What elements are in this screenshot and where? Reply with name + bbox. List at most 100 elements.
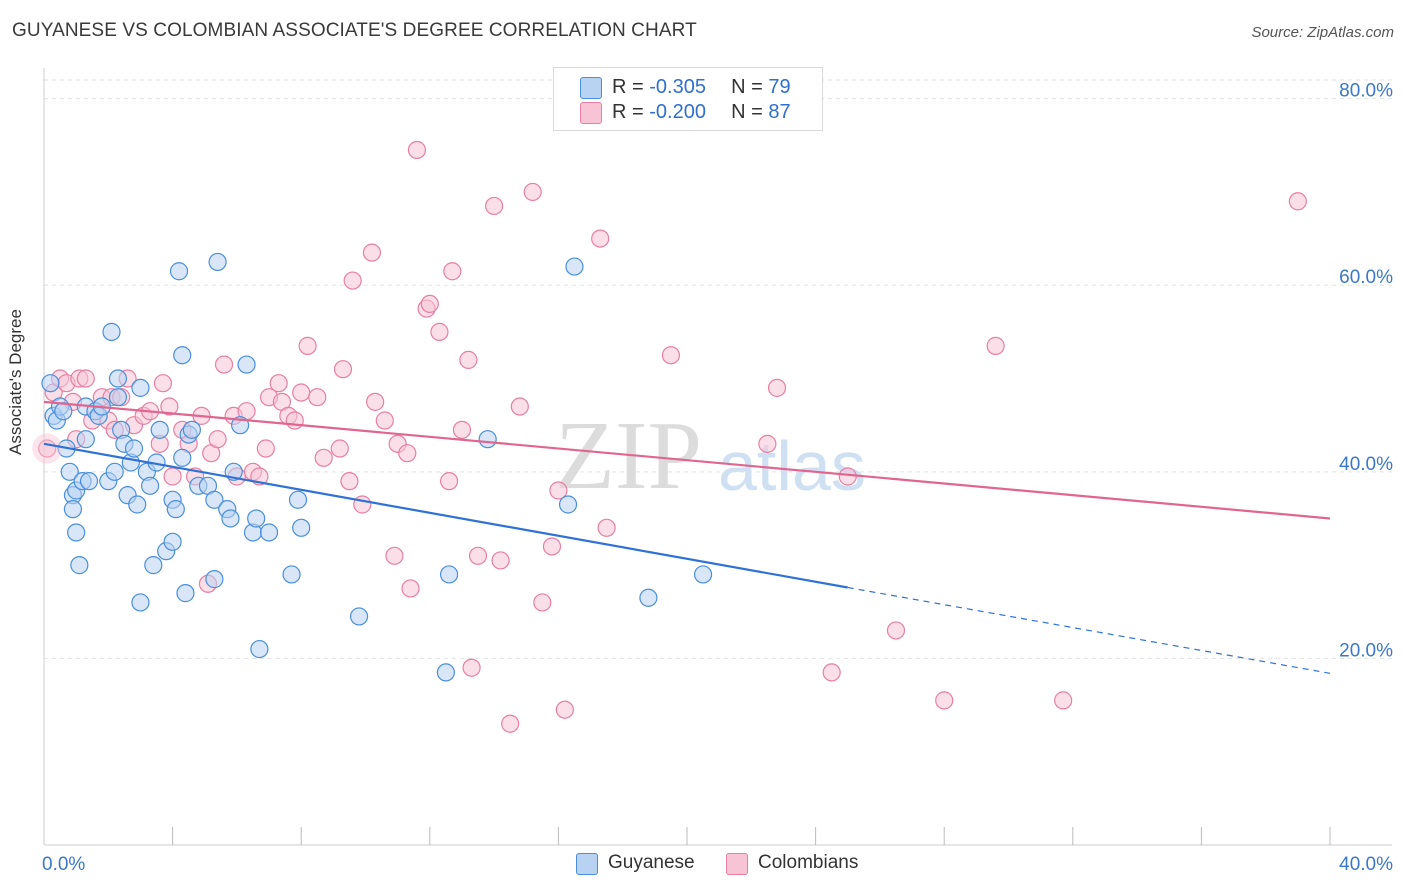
colombians-point (163, 467, 182, 486)
colombians-point (459, 350, 478, 369)
guyanese-point (166, 500, 185, 519)
n-value: 87 (768, 101, 791, 123)
guyanese-point (128, 495, 147, 514)
colombians-swatch (580, 102, 602, 124)
guyanese-legend-swatch (576, 853, 598, 875)
colombians-point (1054, 691, 1073, 710)
tick-label-layer: 20.0% 40.0% 60.0% 80.0% 0.0% 40.0% (42, 81, 1393, 875)
colombians-point (340, 472, 359, 491)
guyanese-point (247, 509, 266, 528)
guyanese-point (259, 523, 279, 542)
guyanese-point (292, 518, 311, 537)
y-tick-label: 60.0% (1339, 267, 1393, 288)
guyanese-point (205, 490, 224, 509)
guyanese-point (250, 639, 269, 659)
guyanese-point (439, 565, 459, 584)
guyanese-point (131, 593, 150, 612)
colombians-point (597, 518, 616, 537)
colombians-point (510, 397, 529, 416)
colombians-point (314, 448, 333, 467)
colombians-point (353, 495, 372, 514)
source-label: Source: ZipAtlas.com (1251, 24, 1394, 41)
colombians-point (298, 336, 317, 355)
colombians-point (758, 434, 777, 453)
guyanese-point (693, 565, 713, 584)
x-tick-label: 0.0% (42, 854, 85, 875)
colombians-point (838, 467, 857, 486)
colombians-point (986, 336, 1005, 355)
colombians-point (362, 243, 382, 262)
guyanese-point (173, 346, 192, 365)
guyanese-swatch (580, 77, 602, 99)
colombians-point (76, 369, 95, 388)
colombians-point (160, 397, 179, 416)
guyanese-point (79, 472, 99, 491)
guyanese-point (41, 374, 60, 393)
correlation-legend: R = -0.305 N = 79 R = -0.200 N = 87 (553, 67, 823, 131)
guyanese-point (163, 532, 182, 551)
guyanese-point (182, 420, 201, 439)
guyanese-point (124, 439, 144, 458)
colombians-point (420, 294, 439, 314)
colombians-point (443, 262, 462, 281)
colombians-point (401, 579, 420, 598)
colombians-point (269, 374, 288, 393)
guyanese-point (173, 448, 192, 467)
guyanese-point (108, 388, 128, 407)
guyanese-point (639, 588, 658, 607)
colombians-point (501, 714, 520, 733)
n-label: N = (731, 101, 769, 123)
guyanese-point (169, 262, 189, 281)
r-value: -0.305 (649, 76, 706, 98)
colombians-point (430, 322, 449, 341)
n-label: N = (731, 76, 769, 98)
guyanese-point (67, 523, 86, 542)
guyanese-point (60, 462, 79, 481)
watermark-zip: ZIP (555, 402, 702, 510)
colombians-point (533, 593, 552, 612)
colombians-point (491, 551, 510, 570)
colombians-point (208, 430, 227, 449)
guyanese-point (108, 369, 128, 388)
colombians-point (523, 182, 542, 202)
guyanese-point (349, 607, 369, 626)
trend-layer (43, 400, 1331, 674)
guyanese-point (150, 420, 169, 439)
colombians-cluster (32, 433, 63, 464)
colombians-point (935, 691, 954, 710)
colombians-point (398, 444, 417, 463)
guyanese-point (237, 355, 256, 374)
colombians-point (555, 700, 574, 719)
colombians-point (661, 346, 681, 365)
r-label: R = (612, 76, 650, 98)
guyanese-point (436, 663, 455, 682)
guyanese-point (102, 322, 121, 341)
colombians-point (886, 621, 906, 640)
colombians-point (375, 411, 394, 430)
guyanese-point (208, 252, 227, 272)
guyanese-point (221, 509, 240, 528)
colombians-point (333, 360, 353, 379)
guyanese-point (140, 476, 160, 495)
colombians-point (153, 374, 173, 393)
y-tick-label: 80.0% (1339, 81, 1393, 102)
colombians-point (542, 537, 562, 556)
colombians-point (462, 658, 481, 677)
x-tick-label: 40.0% (1339, 854, 1393, 875)
colombians-trendline (43, 400, 1331, 520)
guyanese-trendline-extension (847, 586, 1331, 674)
guyanese-point (131, 378, 150, 397)
colombians-point (1288, 192, 1307, 211)
guyanese-legend-label: Guyanese (608, 852, 695, 873)
colombians-point (485, 196, 504, 216)
y-axis-label: Associate's Degree (6, 309, 25, 455)
guyanese-point (76, 430, 95, 449)
colombians-point (767, 378, 787, 397)
colombians-point (439, 472, 459, 491)
guyanese-point (63, 500, 83, 519)
guyanese-point (288, 490, 308, 509)
colombians-point (407, 140, 427, 160)
guyanese-point (282, 565, 301, 584)
colombians-point (591, 229, 610, 248)
guyanese-point (105, 462, 124, 481)
